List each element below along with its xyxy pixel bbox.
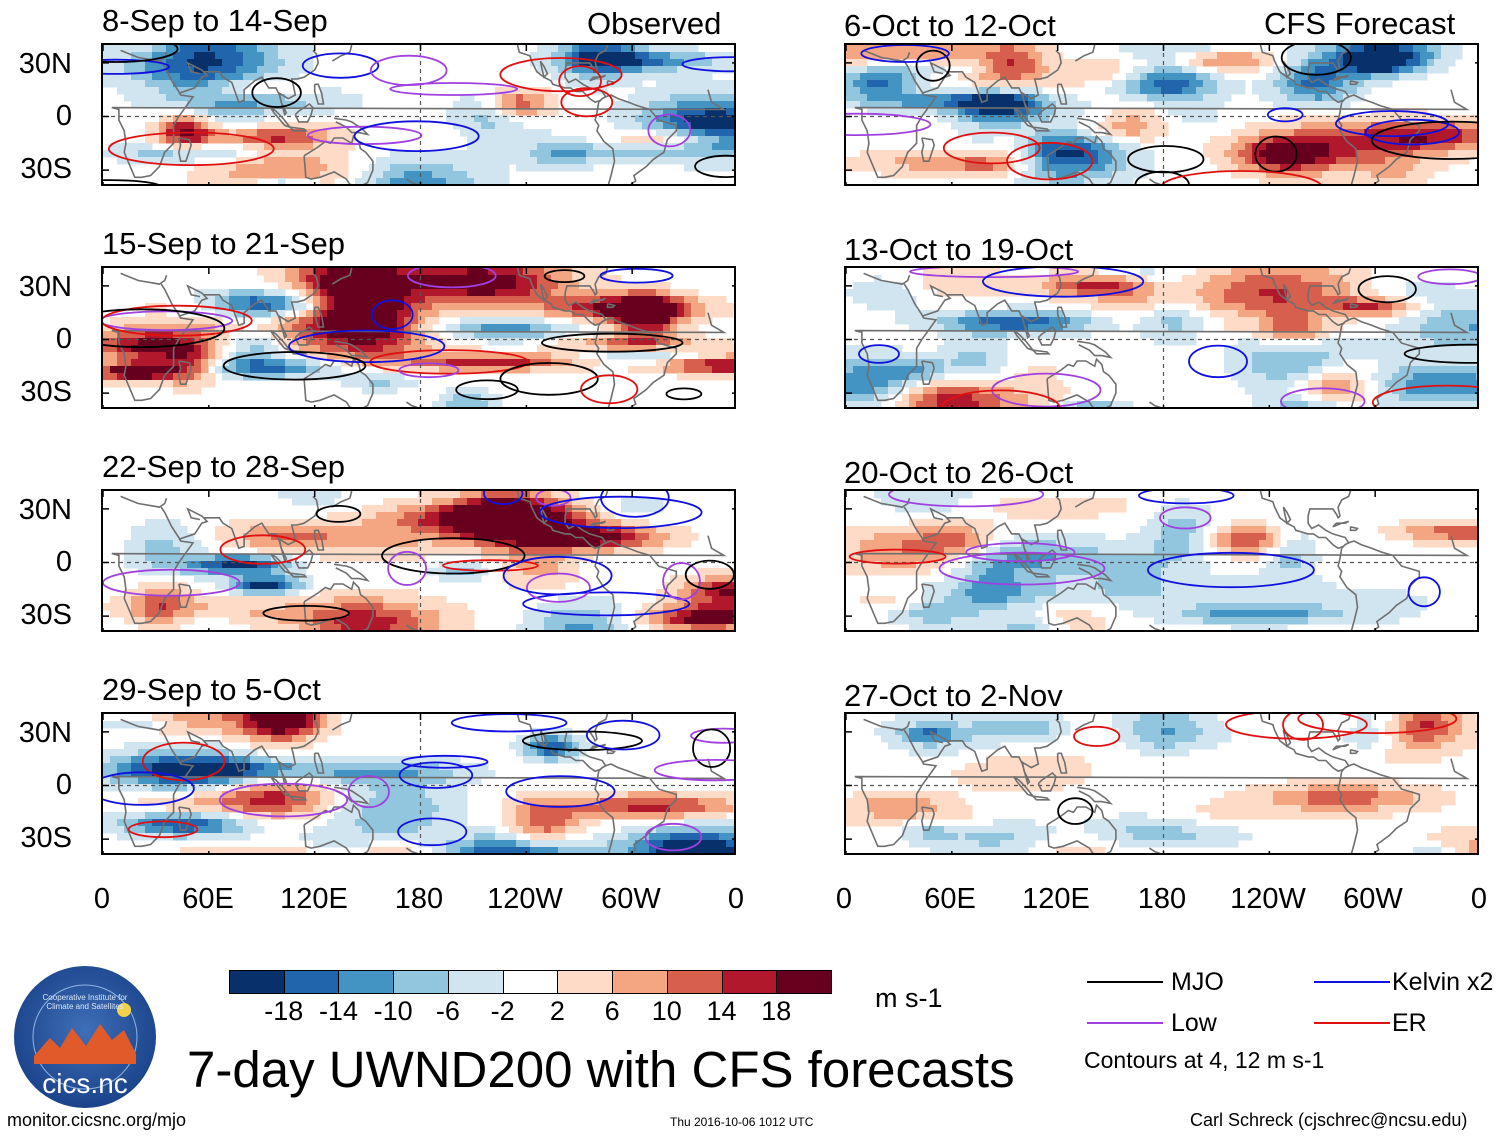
map-panel-observed-1 <box>101 43 736 186</box>
map-panel-forecast-1 <box>844 43 1479 186</box>
colorbar-swatch <box>666 970 723 994</box>
forecast-heading: CFS Forecast <box>1264 6 1456 41</box>
panel-title: 8-Sep to 14-Sep <box>102 3 328 38</box>
footer-url[interactable]: monitor.cicsnc.org/mjo <box>7 1110 187 1130</box>
map-panel-forecast-4 <box>844 712 1479 855</box>
logo-ring-text: Cooperative Institute for Climate and Sa… <box>42 993 128 1011</box>
chart-title: 7-day UWND200 with CFS forecasts <box>187 1041 1015 1098</box>
panel-title: 29-Sep to 5-Oct <box>102 672 321 707</box>
legend-line-mjo <box>1087 981 1163 983</box>
y-tick-label: 30N <box>18 494 72 526</box>
y-tick-label: 0 <box>55 100 72 132</box>
colorbar-swatch <box>283 970 340 994</box>
legend-label-er: ER <box>1392 1009 1427 1037</box>
colorbar-tick-label: 10 <box>651 996 682 1026</box>
colorbar-tick-label: 14 <box>706 996 737 1026</box>
colorbar-tick-label: -14 <box>318 996 358 1026</box>
y-tick-label: 30S <box>20 153 72 185</box>
y-tick-label: 30S <box>20 599 72 631</box>
panel-title: 13-Oct to 19-Oct <box>844 232 1074 267</box>
colorbar-swatch <box>338 970 395 994</box>
y-tick-label: 0 <box>55 769 72 801</box>
x-tick-label: 120E <box>280 883 348 915</box>
colorbar-swatch <box>612 970 668 994</box>
colorbar-tick-label: 6 <box>604 996 620 1026</box>
colorbar <box>229 970 832 994</box>
y-tick-label: 30N <box>18 717 72 749</box>
x-tick-label: 0 <box>93 883 111 915</box>
legend-line-kelvin <box>1314 981 1390 983</box>
map-panel-observed-3 <box>101 489 736 632</box>
map-panel-forecast-3 <box>844 489 1479 632</box>
contours-note: Contours at 4, 12 m s-1 <box>1084 1047 1325 1073</box>
colorbar-swatch <box>393 970 449 994</box>
x-tick-label: 180 <box>1137 883 1187 915</box>
panel-title: 27-Oct to 2-Nov <box>844 678 1063 713</box>
colorbar-tick-label: 18 <box>761 996 792 1026</box>
map-panel-observed-2 <box>101 266 736 409</box>
cics-logo: cics.nc Cooperative Institute for Climat… <box>12 964 158 1110</box>
map-panel-forecast-2 <box>844 266 1479 409</box>
colorbar-swatch <box>502 970 559 994</box>
y-tick-label: 0 <box>55 323 72 355</box>
x-tick-label: 60W <box>601 883 661 915</box>
legend-label-mjo: MJO <box>1171 968 1224 996</box>
panel-title: 6-Oct to 12-Oct <box>844 8 1056 43</box>
legend-label-kelvin: Kelvin x2 <box>1392 968 1494 996</box>
legend: MJO Kelvin x2 Low ER Contours at 4, 12 m… <box>1084 966 1493 1086</box>
x-tick-label: 60E <box>924 883 976 915</box>
y-tick-label: 0 <box>55 546 72 578</box>
colorbar-tick-label: -2 <box>490 996 515 1026</box>
x-tick-label: 120W <box>487 883 563 915</box>
y-tick-label: 30N <box>18 271 72 303</box>
colorbar-units: m s-1 <box>875 983 943 1013</box>
panel-title: 22-Sep to 28-Sep <box>102 449 346 484</box>
colorbar-tick-label: -18 <box>264 996 304 1026</box>
colorbar-swatch <box>229 970 285 994</box>
map-panel-observed-4 <box>101 712 736 855</box>
colorbar-swatch <box>721 970 778 994</box>
colorbar-tick-label: 2 <box>549 996 565 1026</box>
colorbar-swatch <box>557 970 614 994</box>
panel-title: 15-Sep to 21-Sep <box>102 226 346 261</box>
colorbar-swatch <box>776 970 832 994</box>
x-tick-label: 0 <box>835 883 853 915</box>
x-tick-label: 180 <box>394 883 444 915</box>
x-tick-label: 60E <box>182 883 234 915</box>
footer-timestamp: Thu 2016-10-06 1012 UTC <box>670 1115 814 1129</box>
logo-text: cics.nc <box>42 1068 128 1099</box>
x-tick-label: 0 <box>1470 883 1488 915</box>
observed-heading: Observed <box>587 6 722 41</box>
y-tick-label: 30N <box>18 48 72 80</box>
y-tick-label: 30S <box>20 376 72 408</box>
x-tick-label: 0 <box>727 883 745 915</box>
colorbar-tick-label: -10 <box>373 996 413 1026</box>
y-tick-label: 30S <box>20 822 72 854</box>
legend-label-low: Low <box>1171 1009 1217 1037</box>
panel-title: 20-Oct to 26-Oct <box>844 455 1074 490</box>
colorbar-swatch <box>447 970 504 994</box>
colorbar-ticks: -18 -14 -10 -6 -2 2 6 10 14 18 <box>229 996 831 1030</box>
x-tick-label: 60W <box>1343 883 1403 915</box>
colorbar-tick-label: -6 <box>435 996 460 1026</box>
x-tick-label: 120W <box>1230 883 1306 915</box>
legend-line-er <box>1314 1022 1390 1024</box>
legend-line-low <box>1087 1022 1163 1024</box>
footer-author: Carl Schreck (cjschrec@ncsu.edu) <box>1190 1110 1468 1130</box>
x-tick-label: 120E <box>1022 883 1090 915</box>
